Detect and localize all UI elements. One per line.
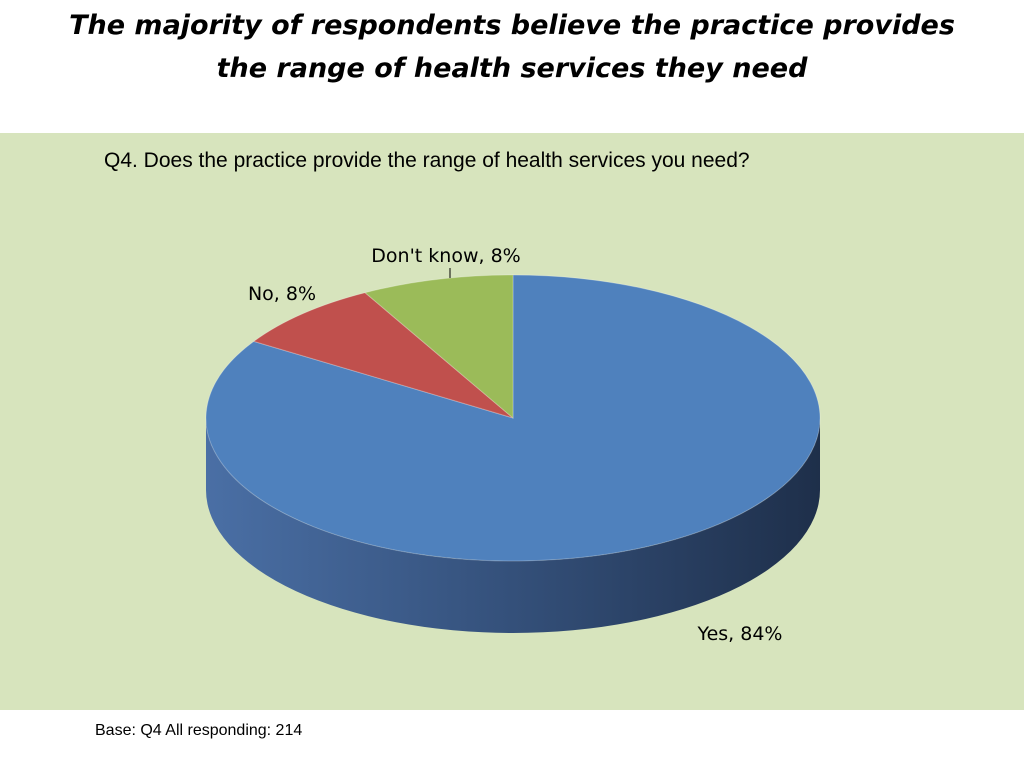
pie-slice-dont-know [364, 274, 514, 420]
chart-title: Q4. Does the practice provide the range … [104, 149, 750, 172]
slide-title: The majority of respondents believe the … [0, 4, 1024, 90]
data-label-dont-know: Don't know, 8% [371, 245, 520, 267]
base-note: Base: Q4 All responding: 214 [95, 722, 303, 739]
slide-title-line-2: the range of health services they need [216, 53, 808, 84]
pie-side-wall [206, 418, 820, 633]
slide-title-line-1: The majority of respondents believe the … [69, 10, 955, 41]
pie-chart: Yes, 84% No, 8% Don't know, 8% [205, 245, 821, 645]
data-label-yes: Yes, 84% [697, 623, 783, 645]
pie-slice-no [252, 292, 514, 419]
data-label-no: No, 8% [248, 283, 316, 305]
chart-panel: Q4. Does the practice provide the range … [0, 133, 1024, 710]
pie-slice-yes [205, 274, 821, 562]
